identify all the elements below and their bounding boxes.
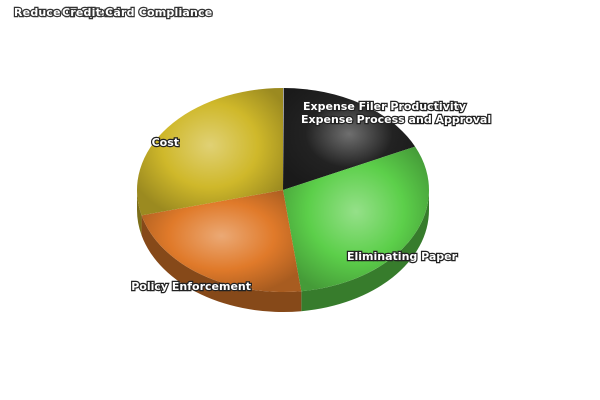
chart-title: Reduce IT Spend [14,6,121,19]
pie-tops [137,88,429,292]
slice-label-eliminating-paper: Eliminating Paper [347,250,458,263]
slice-label-expense-process-and-approval: Expense Process and Approval [301,113,491,126]
pie-sides [137,190,430,312]
slice-label-policy-enforcement: Policy Enforcement [131,280,251,293]
pie-slice-policy-enforcement[interactable] [141,190,302,292]
pie-slice-expense-process-and-approval[interactable] [283,88,416,190]
pie-slice-expense-filer-productivity[interactable] [283,88,284,190]
slice-label-expense-filer-productivity: Expense Filer Productivity [303,100,466,113]
pie-side-cost [137,190,142,236]
pie-slice-cost[interactable] [137,88,283,216]
pie-side-policy-enforcement [141,215,302,312]
chart-title-overlay: Credit Card Compliance [62,6,212,19]
pie-slice-eliminating-paper[interactable] [283,146,429,292]
pie-side-eliminating-paper [301,190,430,312]
slice-label-cost: Cost [152,136,179,149]
